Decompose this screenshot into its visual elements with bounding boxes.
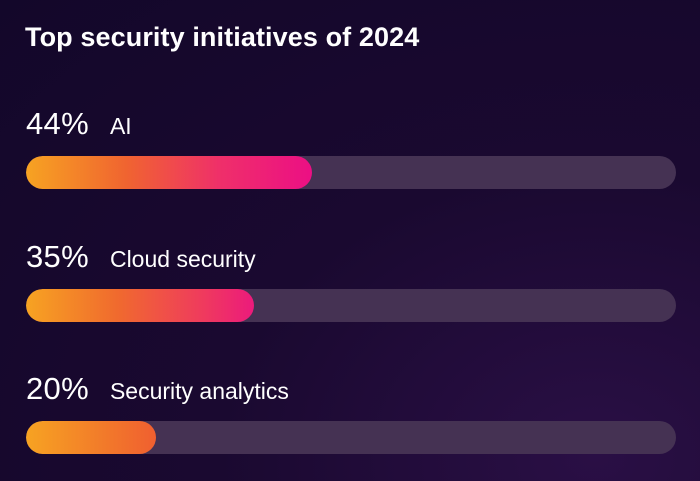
data-label-ai: 44% [26,106,89,141]
bar-item-security-analytics: 20% Security analytics [26,371,676,471]
bar-label-row: 44% AI [26,106,132,142]
category-label-security-analytics: Security analytics [109,378,289,404]
bar-item-cloud-security: 35% Cloud security [26,239,676,339]
bar-track-cloud-security [26,289,676,322]
bar-label-row: 20% Security analytics [26,371,289,407]
category-label-cloud-security: Cloud security [109,246,256,272]
category-label-ai: AI [109,113,132,139]
bar-fill-cloud-security [26,289,254,322]
chart-title: Top security initiatives of 2024 [25,22,420,52]
bar-item-ai: 44% AI [26,106,676,206]
data-label-cloud-security: 35% [26,239,89,274]
bar-fill-security-analytics [26,421,156,454]
bar-fill-ai [26,156,312,189]
bar-label-row: 35% Cloud security [26,239,256,275]
bar-track-security-analytics [26,421,676,454]
data-label-security-analytics: 20% [26,371,89,406]
bar-track-ai [26,156,676,189]
